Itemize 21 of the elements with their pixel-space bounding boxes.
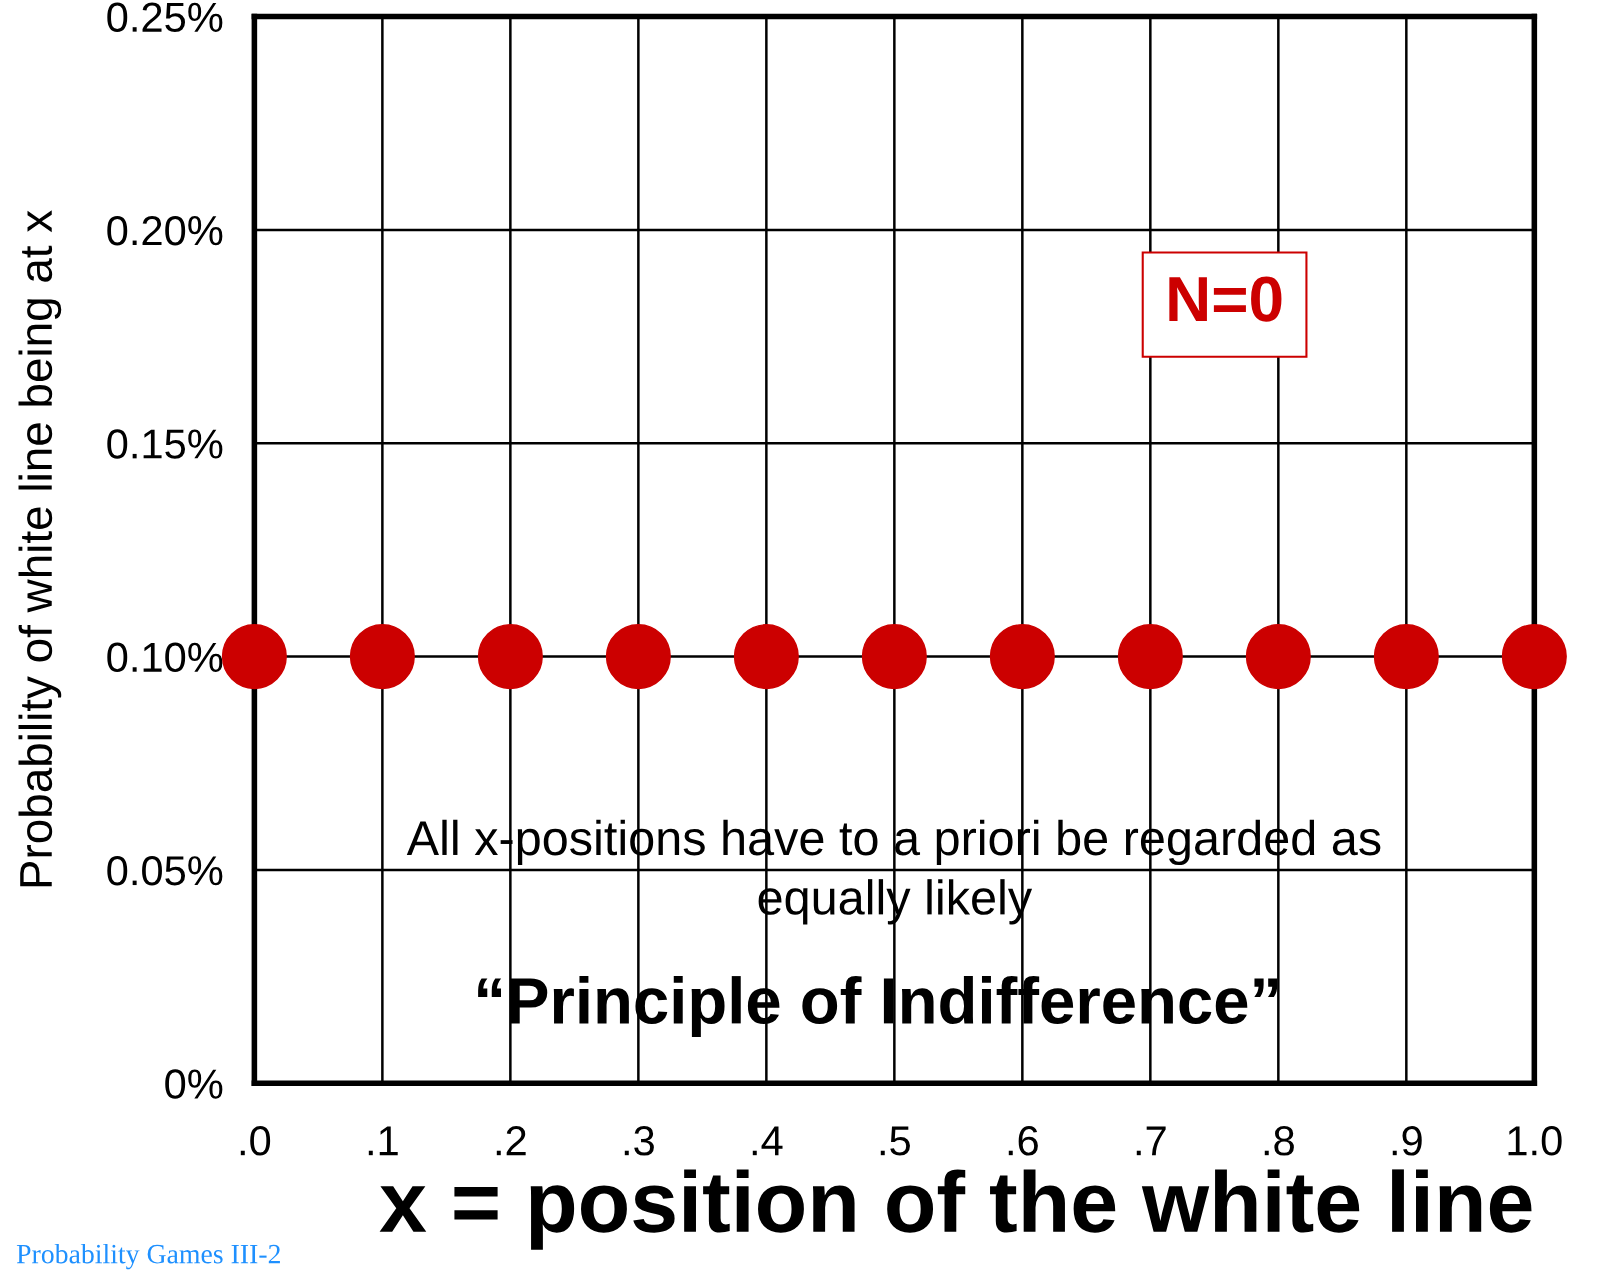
y-tick-label: 0.10%	[107, 642, 223, 673]
x-tick-label: .5	[880, 1126, 910, 1156]
x-axis-title: x = position of the white line	[379, 1169, 1532, 1250]
x-tick-label: .1	[368, 1126, 398, 1156]
x-tick-label: .4	[752, 1126, 783, 1156]
x-tick-label: .3	[624, 1126, 654, 1156]
x-tick-label: .8	[1264, 1126, 1294, 1156]
y-tick-label: 0.20%	[107, 215, 223, 246]
y-axis-title: Probability of white line being at x	[18, 210, 62, 887]
y-tick-label: 0.05%	[107, 855, 223, 886]
y-tick-label: 0%	[165, 1069, 223, 1099]
x-tick-label: .7	[1136, 1126, 1166, 1156]
text: Probability Games III-2	[16, 1243, 280, 1270]
y-tick-label: 0.25%	[107, 2, 223, 33]
x-tick-label: 1.0	[1508, 1126, 1562, 1156]
y-tick-label: 0.15%	[107, 429, 223, 459]
x-tick-label: .2	[496, 1126, 526, 1156]
x-tick-label: .9	[1392, 1126, 1422, 1156]
x-tick-label: .0	[240, 1126, 271, 1156]
x-tick-label: .6	[1008, 1126, 1038, 1156]
annotation: N=0	[1169, 276, 1282, 322]
